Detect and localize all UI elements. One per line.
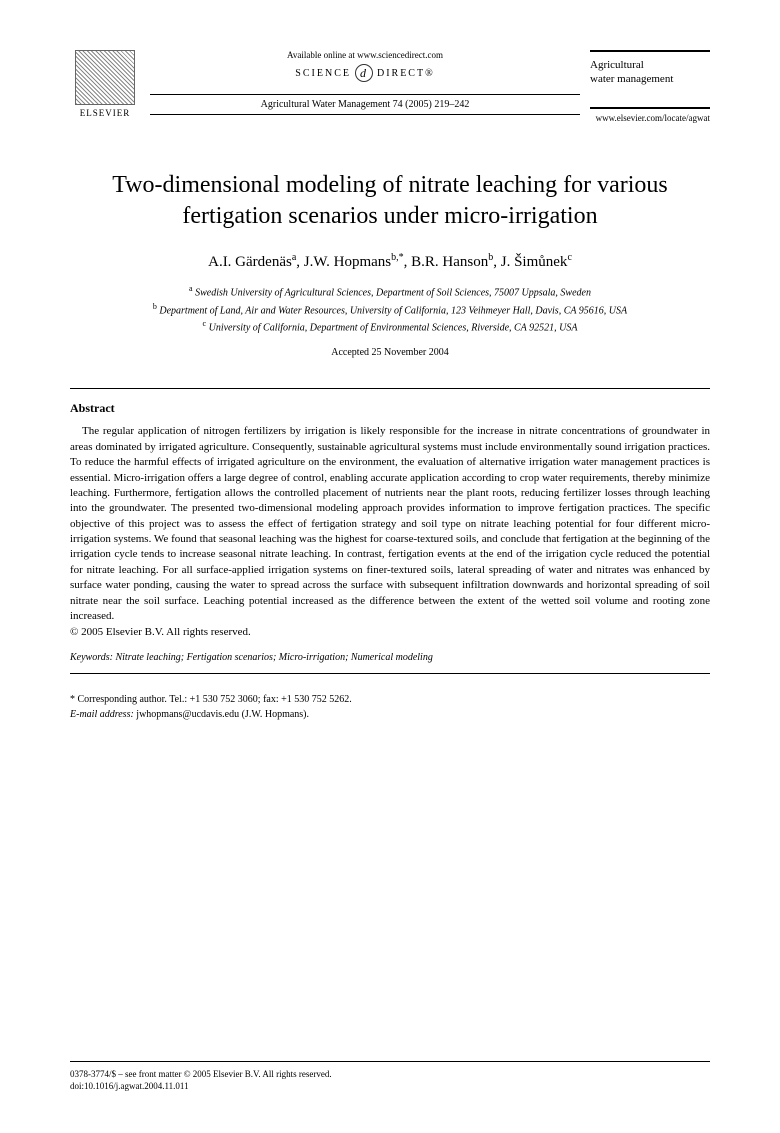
doi-line: doi:10.1016/j.agwat.2004.11.011 [70, 1080, 710, 1093]
journal-name-1: Agricultural [590, 58, 710, 72]
corresponding-author-footnote: * Corresponding author. Tel.: +1 530 752… [70, 692, 710, 722]
sciencedirect-logo: SCIENCE d DIRECT® [150, 64, 580, 82]
keywords-text: Nitrate leaching; Fertigation scenarios;… [115, 652, 432, 663]
article-title: Two-dimensional modeling of nitrate leac… [70, 170, 710, 232]
corresponding-email: E-mail address: jwhopmans@ucdavis.edu (J… [70, 707, 710, 722]
header-center: Available online at www.sciencedirect.co… [140, 50, 590, 115]
author-1: A.I. Gärdenäsa [208, 254, 296, 270]
page-footer: 0378-3774/$ – see front matter © 2005 El… [70, 1061, 710, 1093]
author-4: J. Šimůnekc [501, 254, 572, 270]
keywords-block: Keywords: Nitrate leaching; Fertigation … [70, 652, 710, 674]
affiliation-b: b Department of Land, Air and Water Reso… [70, 301, 710, 318]
author-list: A.I. Gärdenäsa, J.W. Hopmansb,*, B.R. Ha… [70, 252, 710, 271]
available-online-text: Available online at www.sciencedirect.co… [150, 50, 580, 60]
publisher-logo: ELSEVIER [70, 50, 140, 130]
journal-branding: Agricultural water management www.elsevi… [590, 50, 710, 123]
page-header: ELSEVIER Available online at www.science… [70, 50, 710, 130]
accepted-date: Accepted 25 November 2004 [70, 347, 710, 358]
abstract-body: The regular application of nitrogen fert… [70, 424, 710, 624]
sd-swirl-icon: d [355, 64, 373, 82]
sd-right: DIRECT® [377, 68, 435, 79]
locate-url: www.elsevier.com/locate/agwat [590, 113, 710, 123]
sd-left: SCIENCE [295, 68, 351, 79]
citation-line: Agricultural Water Management 74 (2005) … [150, 94, 580, 115]
author-2: J.W. Hopmansb,* [304, 254, 404, 270]
corresponding-line: * Corresponding author. Tel.: +1 530 752… [70, 692, 710, 707]
issn-line: 0378-3774/$ – see front matter © 2005 El… [70, 1068, 710, 1081]
author-3: B.R. Hansonb [411, 254, 493, 270]
affiliations: a Swedish University of Agricultural Sci… [70, 283, 710, 335]
elsevier-tree-icon [75, 50, 135, 105]
abstract-heading: Abstract [70, 401, 710, 416]
journal-title-box: Agricultural water management [590, 50, 710, 109]
journal-name-2: water management [590, 72, 710, 86]
divider-top [70, 388, 710, 389]
affiliation-a: a Swedish University of Agricultural Sci… [70, 283, 710, 300]
copyright-line: © 2005 Elsevier B.V. All rights reserved… [70, 626, 710, 638]
email-value: jwhopmans@ucdavis.edu (J.W. Hopmans). [136, 709, 309, 720]
email-label: E-mail address: [70, 709, 134, 720]
publisher-name: ELSEVIER [80, 108, 131, 118]
affiliation-c: c University of California, Department o… [70, 318, 710, 335]
keywords-label: Keywords: [70, 652, 113, 663]
